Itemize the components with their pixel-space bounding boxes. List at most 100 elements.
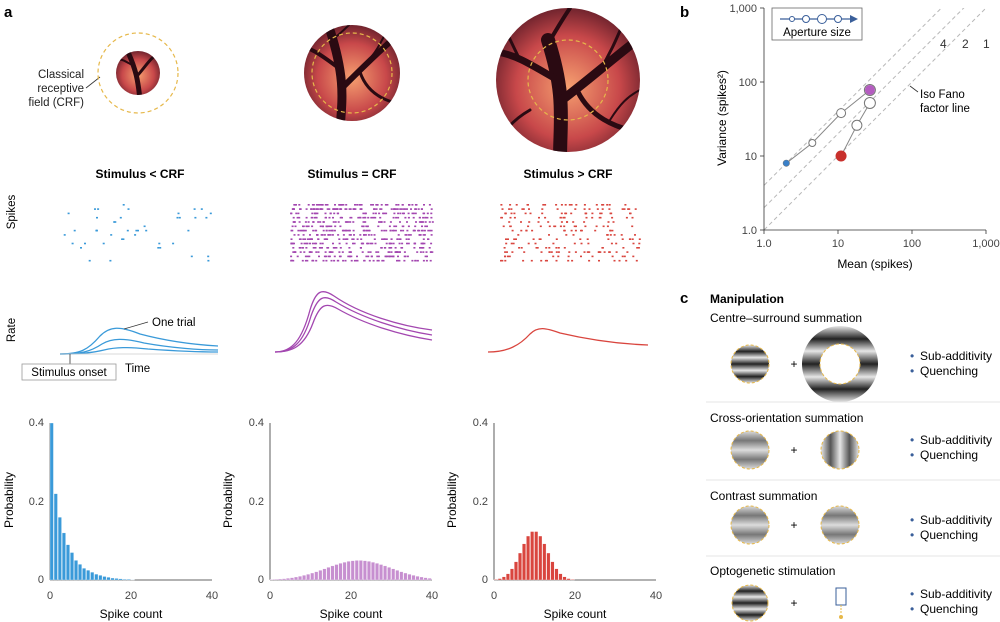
spike-tick — [637, 247, 640, 249]
manipulation-row-contrast: Contrast summation + • Sub-additivity • Qu… — [710, 489, 992, 545]
ytick: 0 — [38, 574, 44, 586]
spike-tick — [509, 204, 512, 206]
spike-tick — [620, 234, 623, 236]
spike-tick — [428, 204, 431, 206]
histogram-bar — [493, 579, 498, 581]
spike-tick — [426, 216, 429, 219]
bullet: • — [910, 513, 914, 527]
spike-tick — [350, 255, 353, 258]
spike-tick — [349, 234, 352, 236]
spike-tick — [427, 229, 430, 232]
spike-tick — [584, 225, 587, 228]
spike-tick — [313, 242, 316, 245]
spike-tick — [373, 234, 376, 236]
spike-tick — [368, 229, 370, 232]
spike-tick — [394, 251, 397, 253]
spike-tick — [500, 259, 502, 262]
spike-tick — [407, 242, 410, 245]
spike-tick — [312, 221, 315, 223]
spike-tick — [520, 221, 522, 223]
spike-tick — [389, 221, 392, 223]
spike-tick — [419, 234, 422, 236]
spike-tick — [402, 208, 405, 210]
spike-tick — [319, 242, 322, 245]
spike-tick — [400, 229, 402, 232]
spike-tick — [611, 216, 614, 219]
spike-tick — [345, 229, 348, 232]
histogram-bar — [415, 576, 420, 581]
spike-tick — [429, 259, 432, 262]
spike-tick — [408, 204, 411, 206]
spike-tick — [394, 247, 397, 249]
spike-tick — [207, 259, 210, 262]
spike-tick — [580, 242, 583, 245]
spike-tick — [312, 229, 315, 232]
spike-tick — [338, 242, 341, 245]
spike-tick — [347, 221, 350, 223]
histogram-bar — [346, 561, 351, 581]
histogram-bar — [550, 561, 555, 581]
spike-tick — [306, 259, 309, 262]
spike-tick — [370, 204, 373, 206]
histogram-bar — [74, 560, 78, 581]
histogram-bar — [350, 560, 355, 581]
spike-tick — [555, 238, 558, 240]
surround-annulus-grating — [802, 326, 879, 402]
histogram-bar — [362, 560, 367, 581]
spike-tick — [608, 251, 611, 253]
ytick: 0.4 — [29, 417, 44, 429]
histogram-bar — [558, 573, 563, 581]
spike-tick — [315, 251, 318, 253]
spike-tick — [352, 208, 355, 210]
spike-tick — [370, 255, 373, 258]
spike-tick — [356, 255, 358, 258]
spike-tick — [418, 216, 421, 219]
spike-tick — [350, 259, 353, 262]
effect-label: Quenching — [920, 602, 978, 616]
spike-tick — [591, 212, 594, 215]
spike-tick — [331, 234, 334, 236]
spike-tick — [574, 229, 577, 232]
manipulation-title: Centre–surround summation — [710, 311, 862, 325]
spike-tick — [422, 238, 425, 240]
spike-tick — [297, 234, 300, 236]
spike-tick — [540, 251, 543, 253]
spike-tick — [634, 208, 637, 210]
spike-tick — [328, 229, 331, 232]
spike-tick — [324, 251, 327, 253]
spike-tick — [385, 242, 388, 245]
spike-tick — [511, 251, 514, 253]
histogram-bar — [395, 570, 400, 581]
spike-tick — [621, 255, 624, 258]
spike-tick — [400, 247, 403, 249]
rate-curves-equal — [274, 290, 433, 353]
spike-tick — [318, 247, 321, 249]
spike-tick — [392, 255, 395, 258]
spike-tick — [121, 238, 124, 240]
spike-tick — [334, 225, 337, 228]
spike-tick — [369, 251, 372, 253]
spike-tick — [539, 225, 542, 228]
spike-tick — [405, 238, 408, 240]
spike-tick — [325, 255, 328, 258]
spike-tick — [430, 212, 433, 215]
histogram-bar — [530, 531, 535, 581]
spike-tick — [412, 216, 415, 219]
spike-tick — [336, 208, 339, 210]
spike-tick — [638, 242, 641, 245]
spike-tick — [322, 259, 325, 262]
spike-tick — [339, 208, 342, 210]
spike-tick — [521, 208, 524, 210]
spike-tick — [501, 259, 504, 262]
spike-tick — [425, 251, 428, 253]
histogram-bar — [306, 574, 311, 581]
spike-tick — [331, 251, 334, 253]
spike-tick — [398, 242, 401, 245]
spike-tick — [311, 216, 314, 219]
spike-tick — [420, 229, 423, 232]
spike-tick — [314, 212, 317, 215]
spike-tick — [97, 208, 100, 210]
spike-tick — [411, 204, 414, 206]
histogram-bar — [82, 568, 87, 581]
spike-tick — [503, 247, 506, 249]
